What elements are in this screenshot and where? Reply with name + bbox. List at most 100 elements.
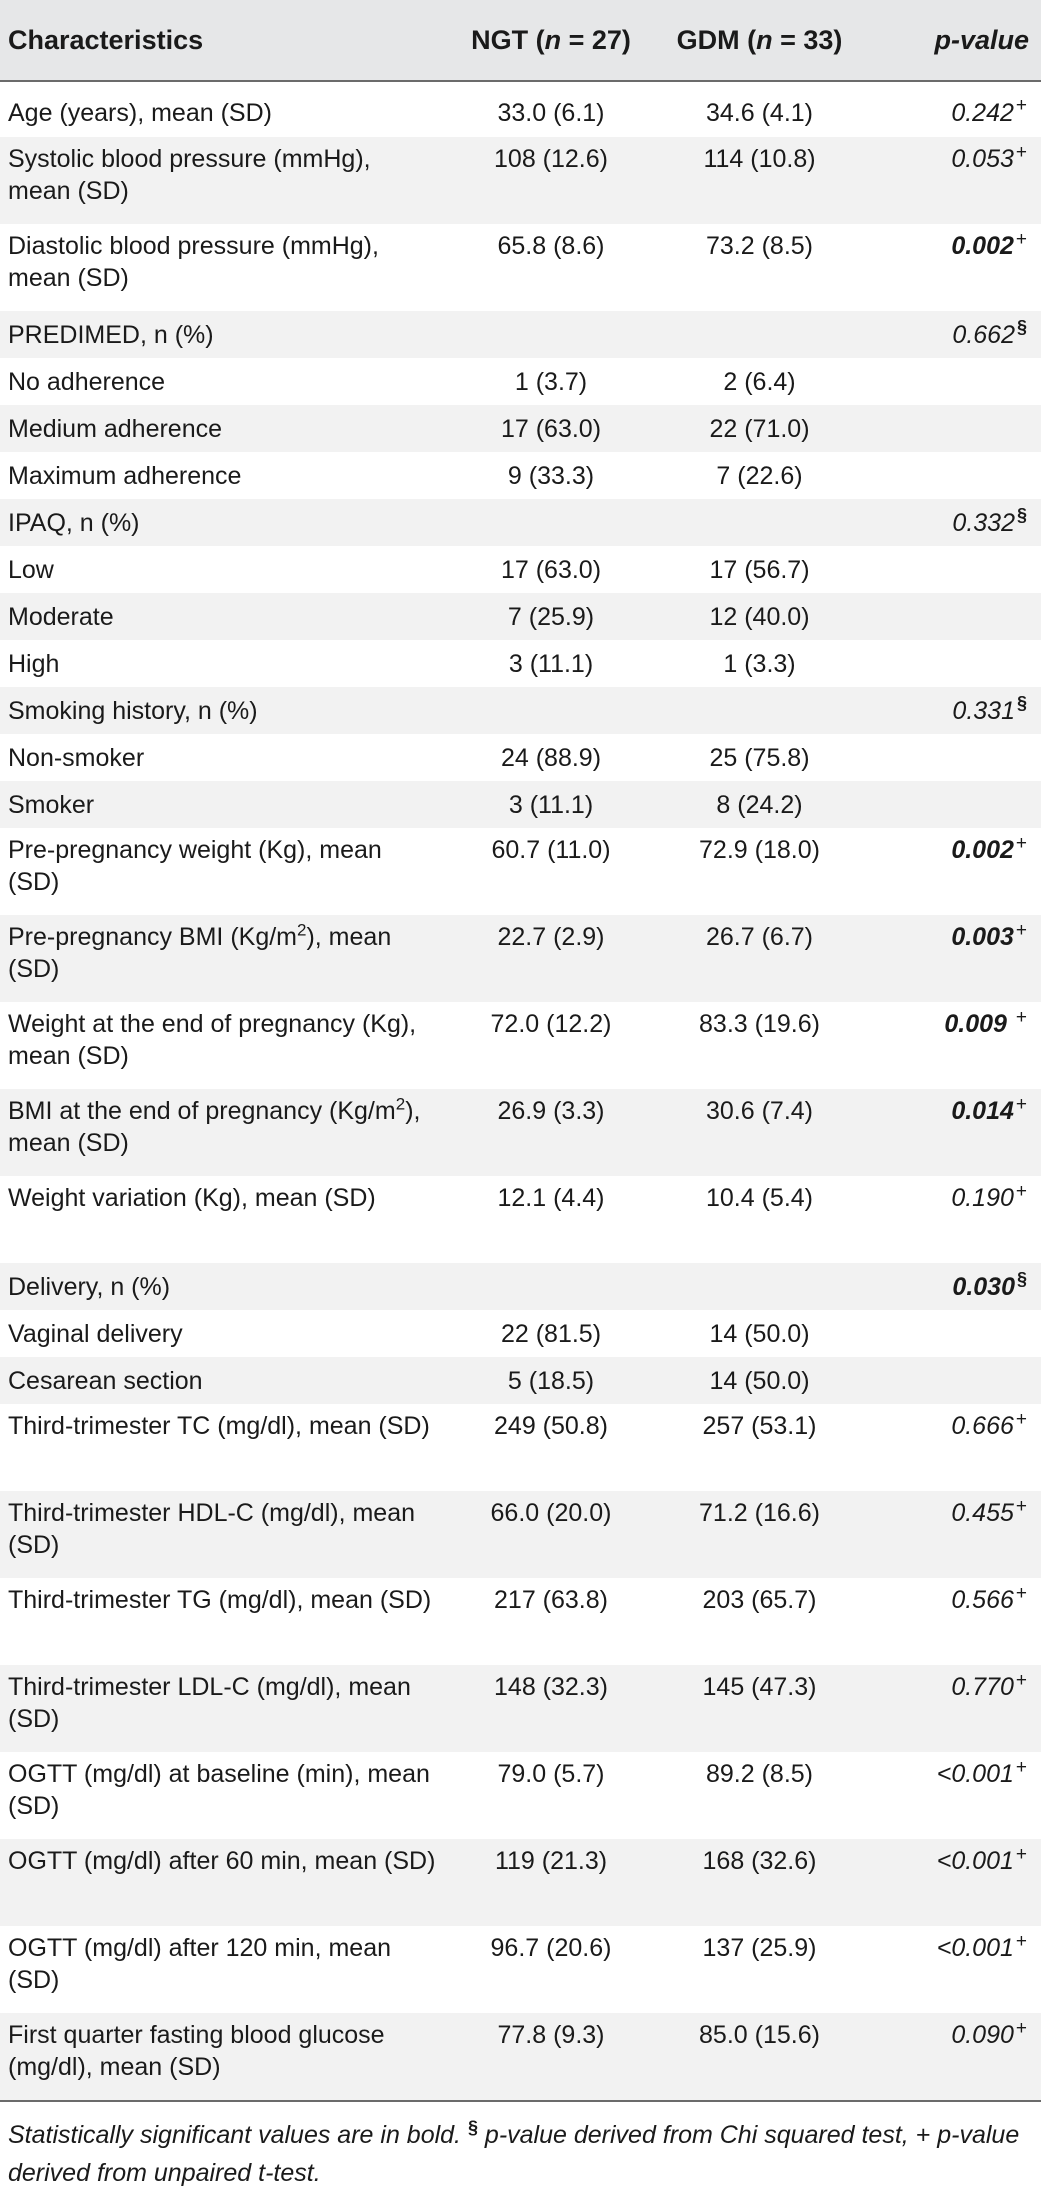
- cell-gdm: 26.7 (6.7): [705, 923, 813, 951]
- cell-characteristic: Third-trimester TG (mg/dl), mean (SD): [0, 1578, 445, 1665]
- p-value-test-mark: +: [1015, 1093, 1027, 1115]
- cell-gdm: 72.9 (18.0): [699, 836, 820, 864]
- cell-characteristic: BMI at the end of pregnancy (Kg/m2), mea…: [0, 1089, 445, 1176]
- cell-p-value: 0.009 +: [862, 1002, 1041, 1089]
- cell-gdm: 10.4 (5.4): [705, 1184, 813, 1212]
- cell-ngt: [445, 499, 657, 546]
- cell-ngt: 79.0 (5.7): [497, 1760, 605, 1788]
- cell-p-value: 0.003 +: [862, 915, 1041, 1002]
- characteristic-label: Weight at the end of pregnancy (Kg), mea…: [8, 1010, 417, 1070]
- cell-ngt: 108 (12.6): [494, 145, 608, 173]
- cell-p-value: 0.332 §: [862, 499, 1041, 546]
- cell-characteristic: Age (years), mean (SD): [0, 81, 445, 137]
- p-value-test-mark: +: [1015, 95, 1027, 117]
- cell-gdm: 2 (6.4): [723, 367, 796, 396]
- cell-gdm: 257 (53.1): [702, 1412, 817, 1440]
- cell-p-value: 0.190 +: [862, 1176, 1041, 1263]
- p-value-test-mark: +: [1015, 1930, 1027, 1952]
- header-ngt: NGT (n = 27): [445, 0, 657, 82]
- cell-gdm: 137 (25.9): [702, 1934, 817, 1962]
- cell-characteristic: Low: [0, 546, 445, 593]
- unit-superscript: 2: [395, 1094, 406, 1114]
- cell-ngt: 26.9 (3.3): [497, 1097, 605, 1125]
- p-value-test-mark: +: [1015, 141, 1027, 163]
- cell-ngt: 3 (11.1): [508, 790, 594, 819]
- table-row: Medium adherence 17 (63.0) 22 (71.0): [0, 405, 1041, 452]
- table-row: High 3 (11.1) 1 (3.3): [0, 640, 1041, 687]
- cell-p-value: [862, 593, 1041, 640]
- unit-superscript: 2: [297, 920, 307, 940]
- cell-characteristic: Moderate: [0, 593, 445, 640]
- cell-characteristic: Systolic blood pressure (mmHg), mean (SD…: [0, 137, 445, 224]
- cell-gdm: 73.2 (8.5): [705, 232, 813, 260]
- characteristic-label: Maximum adherence: [8, 461, 242, 490]
- characteristic-label: Third-trimester LDL-C (mg/dl), mean (SD): [8, 1673, 411, 1733]
- cell-characteristic: Pre-pregnancy BMI (Kg/m2), mean (SD): [0, 915, 445, 1002]
- characteristic-label: Low: [8, 555, 54, 584]
- cell-characteristic: Delivery, n (%): [0, 1263, 445, 1310]
- p-value-text: 0.662: [952, 320, 1015, 349]
- cell-ngt: 3 (11.1): [508, 649, 594, 678]
- p-value-test-mark: §: [1016, 693, 1027, 714]
- cell-ngt: 24 (88.9): [500, 743, 602, 772]
- p-value-text: 0.770: [951, 1673, 1014, 1701]
- cell-ngt: 148 (32.3): [494, 1673, 608, 1701]
- cell-gdm: 25 (75.8): [709, 743, 810, 772]
- cell-p-value: 0.666 +: [862, 1404, 1041, 1491]
- table-row: Non-smoker 24 (88.9) 25 (75.8): [0, 734, 1041, 781]
- cell-characteristic: Pre-pregnancy weight (Kg), mean (SD): [0, 828, 445, 915]
- cell-characteristic: OGTT (mg/dl) at baseline (min), mean (SD…: [0, 1752, 445, 1839]
- table-row: Weight at the end of pregnancy (Kg), mea…: [0, 1002, 1041, 1089]
- characteristic-label: Smoking history, n (%): [8, 696, 258, 725]
- p-value-test-mark: +: [1015, 1408, 1027, 1430]
- cell-ngt: 17 (63.0): [500, 555, 602, 584]
- header-ngt-n: n: [544, 25, 562, 55]
- cell-p-value: 0.455 +: [862, 1491, 1041, 1578]
- cell-gdm: 34.6 (4.1): [705, 98, 813, 127]
- cell-p-value: [862, 358, 1041, 405]
- cell-gdm: 14 (50.0): [709, 1366, 810, 1395]
- p-value-text: 0.002: [951, 836, 1014, 864]
- characteristic-label: Vaginal delivery: [8, 1319, 183, 1348]
- cell-ngt: 217 (63.8): [494, 1586, 608, 1614]
- cell-ngt: 119 (21.3): [494, 1847, 608, 1875]
- cell-characteristic: Maximum adherence: [0, 452, 445, 499]
- cell-ngt: [445, 687, 657, 734]
- characteristic-label: Third-trimester TG (mg/dl), mean (SD): [8, 1586, 432, 1614]
- table-row: Delivery, n (%) 0.030 §: [0, 1263, 1041, 1310]
- table-row: Diastolic blood pressure (mmHg), mean (S…: [0, 224, 1041, 311]
- cell-gdm: 168 (32.6): [702, 1847, 817, 1875]
- cell-characteristic: No adherence: [0, 358, 445, 405]
- cell-gdm: [657, 687, 862, 734]
- p-value-test-mark: +: [1015, 1495, 1027, 1517]
- table-bottom-rule: [0, 2100, 1041, 2102]
- cell-p-value: 0.030 §: [862, 1263, 1041, 1310]
- characteristic-label: Pre-pregnancy BMI (Kg/m: [8, 923, 297, 951]
- cell-characteristic: Weight at the end of pregnancy (Kg), mea…: [0, 1002, 445, 1089]
- characteristic-label: PREDIMED, n (%): [8, 320, 214, 349]
- cell-p-value: 0.002 +: [862, 224, 1041, 311]
- header-p-value: p-value: [862, 0, 1041, 82]
- characteristics-table: Characteristics NGT (n = 27) GDM (n = 33…: [0, 0, 1041, 2100]
- cell-gdm: 12 (40.0): [709, 602, 810, 631]
- characteristic-label: OGTT (mg/dl) at baseline (min), mean (SD…: [8, 1760, 430, 1820]
- cell-p-value: [862, 734, 1041, 781]
- characteristic-label: OGTT (mg/dl) after 60 min, mean (SD): [8, 1847, 436, 1875]
- table-row: OGTT (mg/dl) at baseline (min), mean (SD…: [0, 1752, 1041, 1839]
- cell-characteristic: High: [0, 640, 445, 687]
- header-gdm: GDM (n = 33): [657, 0, 862, 82]
- cell-characteristic: PREDIMED, n (%): [0, 311, 445, 358]
- cell-characteristic: Third-trimester HDL-C (mg/dl), mean (SD): [0, 1491, 445, 1578]
- table-row: OGTT (mg/dl) after 120 min, mean (SD) 96.…: [0, 1926, 1041, 2013]
- cell-characteristic: Smoking history, n (%): [0, 687, 445, 734]
- table-row: Third-trimester TG (mg/dl), mean (SD) 217…: [0, 1578, 1041, 1665]
- p-value-text: 0.566: [951, 1586, 1014, 1614]
- p-value-test-mark: +: [1015, 1582, 1027, 1604]
- cell-gdm: 1 (3.3): [723, 649, 796, 678]
- cell-characteristic: Vaginal delivery: [0, 1310, 445, 1357]
- cell-p-value: [862, 640, 1041, 687]
- table-row: IPAQ, n (%) 0.332 §: [0, 499, 1041, 546]
- cell-gdm: 145 (47.3): [702, 1673, 817, 1701]
- cell-p-value: 0.053 +: [862, 137, 1041, 224]
